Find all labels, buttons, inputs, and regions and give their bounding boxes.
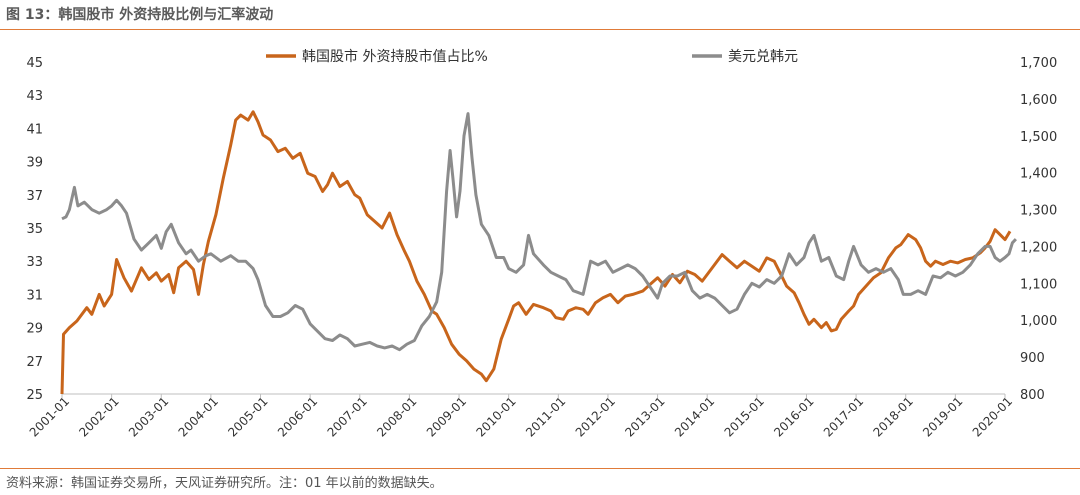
header-rule [0,29,1080,30]
left-tick-label: 43 [26,89,43,104]
right-axis: 1,700 1,600 1,500 1,400 1,300 1,200 1,100 1,000… [1020,56,1057,403]
series-line-usd-krw [61,112,1017,352]
x-tick-label: 2003-01 [126,394,171,439]
left-tick-label: 41 [26,122,43,137]
footer-rule [0,468,1080,469]
right-tick-label: 1,200 [1020,240,1057,255]
x-tick-label: 2012-01 [573,394,618,439]
figure-header: 图 13：韩国股市 外资持股比例与汇率波动 [0,0,1080,30]
left-tick-label: 37 [26,189,43,204]
x-tick-label: 2014-01 [672,394,717,439]
x-tick-label: 2006-01 [275,394,320,439]
x-tick-label: 2017-01 [821,394,866,439]
figure-title: 图 13：韩国股市 外资持股比例与汇率波动 [6,7,274,23]
x-tick-label: 2005-01 [225,394,270,439]
right-tick-label: 1,700 [1020,56,1057,71]
x-tick-label: 2002-01 [76,394,121,439]
left-tick-label: 25 [26,388,43,403]
x-axis: 2001-01 2002-01 2003-01 2004-01 2005-01 2006-… [27,393,1015,440]
right-tick-label: 1,400 [1020,167,1057,182]
x-tick-label: 2019-01 [920,394,965,439]
left-tick-label: 27 [26,355,43,370]
x-tick-label: 2009-01 [424,394,469,439]
right-tick-label: 900 [1020,351,1045,366]
left-tick-label: 33 [26,255,43,270]
x-tick-label: 2007-01 [325,394,370,439]
right-tick-label: 1,000 [1020,314,1057,329]
x-tick-label: 2018-01 [871,394,916,439]
left-tick-label: 39 [26,156,43,171]
left-tick-label: 29 [26,322,43,337]
right-tick-label: 800 [1020,388,1045,403]
x-tick-label: 2020-01 [970,394,1015,439]
x-tick-label: 2013-01 [622,394,667,439]
x-tick-label: 2011-01 [523,394,568,439]
x-tick-label: 2010-01 [473,394,518,439]
right-tick-label: 1,100 [1020,277,1057,292]
left-tick-label: 35 [26,222,43,237]
legend: 韩国股市 外资持股市值占比% 美元兑韩元 [266,48,798,65]
left-tick-label: 31 [26,288,43,303]
right-tick-label: 1,500 [1020,130,1057,145]
series-layer [60,110,1017,395]
series-line-foreign-holding [60,110,1012,395]
right-tick-label: 1,300 [1020,204,1057,219]
right-tick-label: 1,600 [1020,93,1057,108]
left-tick-label: 45 [26,56,43,71]
legend-label: 美元兑韩元 [728,49,798,65]
x-tick-label: 2016-01 [771,394,816,439]
left-axis: 45 43 41 39 37 35 33 31 29 27 25 [26,56,43,403]
x-tick-label: 2015-01 [722,394,767,439]
source-note: 资料来源：韩国证券交易所，天风证券研究所。注：01 年以前的数据缺失。 [6,476,443,491]
x-tick-label: 2008-01 [374,394,419,439]
legend-label: 韩国股市 外资持股市值占比% [302,48,488,65]
x-tick-label: 2004-01 [176,394,221,439]
